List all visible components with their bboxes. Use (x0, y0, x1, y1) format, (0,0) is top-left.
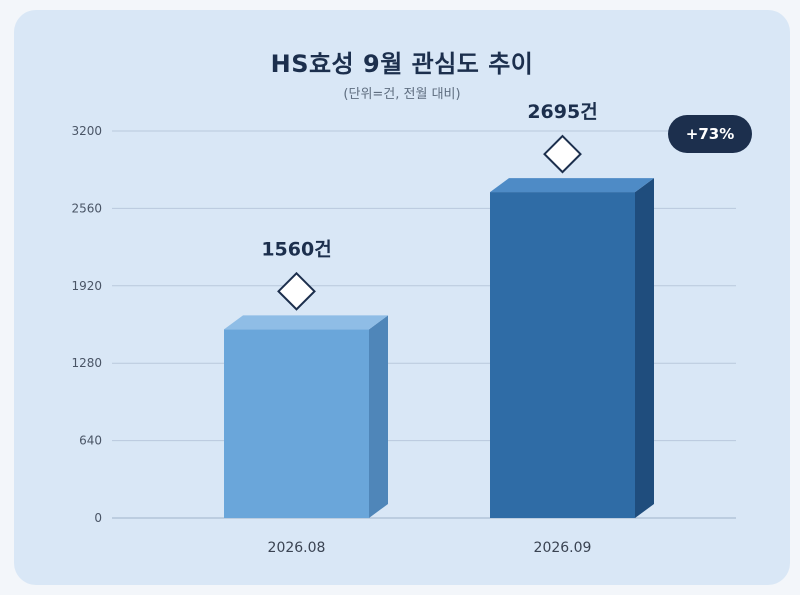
y-tick-label: 2560 (71, 201, 102, 215)
chart-title: HS효성 9월 관심도 추이 (270, 50, 534, 78)
diamond-markers (277, 134, 582, 311)
x-tick-label: 2026.09 (534, 540, 592, 556)
y-axis-ticks: 0 640 1280 1920 2560 3200 (71, 124, 102, 525)
change-badge-label: +73% (686, 125, 734, 143)
bar-top (224, 315, 388, 330)
data-label: 2695건 (527, 101, 597, 123)
bar-front (490, 192, 635, 519)
bar-2026.09 (490, 178, 654, 519)
diamond-marker (277, 271, 316, 311)
chart-card: HS효성 9월 관심도 추이 (단위=건, 전월 대비) (14, 10, 790, 585)
bar-top (490, 178, 654, 193)
bar-side (635, 178, 654, 519)
data-label: 1560건 (261, 238, 331, 260)
y-tick-label: 1280 (71, 356, 102, 370)
change-badge-pill (668, 115, 752, 153)
chart-subtitle: (단위=건, 전월 대비) (343, 87, 461, 102)
bar-front (224, 329, 369, 518)
bar-2026.08 (224, 315, 388, 518)
data-labels: 1560건 2695건 (261, 101, 597, 260)
change-badge: +73% (668, 115, 752, 153)
y-tick-label: 1920 (71, 279, 102, 293)
x-axis-ticks: 2026.08 2026.09 (268, 540, 592, 556)
bar-side (369, 315, 388, 518)
bars (224, 178, 654, 519)
y-tick-label: 0 (94, 511, 102, 525)
x-tick-label: 2026.08 (268, 540, 326, 556)
y-tick-label: 3200 (71, 124, 102, 138)
y-tick-label: 640 (79, 434, 102, 448)
diamond-marker (543, 134, 582, 174)
